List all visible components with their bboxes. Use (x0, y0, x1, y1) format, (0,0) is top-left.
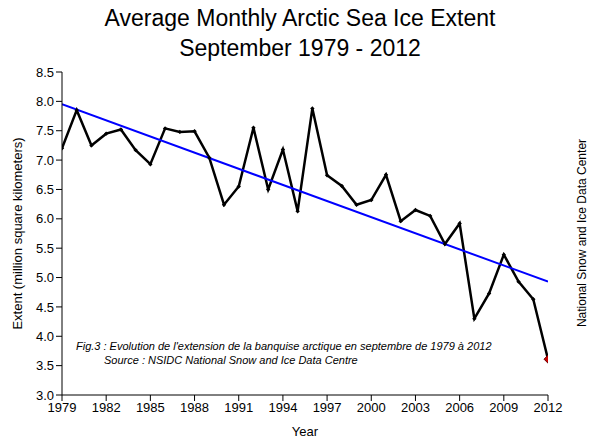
svg-text:2009: 2009 (489, 400, 518, 415)
svg-text:7.0: 7.0 (36, 153, 54, 168)
html-text:Year: Year (291, 424, 319, 439)
svg-text:8.0: 8.0 (36, 94, 54, 109)
html-text:Fig.3 : Evolution de l'extensi: Fig.3 : Evolution de l'extension de la b… (76, 340, 492, 352)
svg-text:2003: 2003 (401, 400, 430, 415)
svg-text:1982: 1982 (92, 400, 121, 415)
html-text:Extent (million square kilomet: Extent (million square kilometers) (9, 137, 25, 330)
svg-text:5.5: 5.5 (36, 241, 54, 256)
svg-text:1979: 1979 (47, 400, 77, 416)
svg-text:2000: 2000 (357, 400, 386, 415)
svg-text:3.5: 3.5 (36, 358, 54, 373)
svg-text:2012: 2012 (534, 400, 563, 415)
svg-text:5.0: 5.0 (36, 270, 54, 285)
svg-text:7.5: 7.5 (36, 123, 54, 138)
svg-text:6.5: 6.5 (36, 182, 54, 197)
svg-text:8.5: 8.5 (36, 65, 54, 80)
html-text:Source : NSIDC National Snow a: Source : NSIDC National Snow and Ice Dat… (104, 354, 358, 366)
svg-text:4.0: 4.0 (36, 329, 54, 344)
svg-text:1988: 1988 (180, 400, 209, 415)
svg-text:1997: 1997 (313, 400, 342, 415)
svg-text:6.0: 6.0 (36, 211, 54, 226)
html-text:September 1979 - 2012: September 1979 - 2012 (179, 35, 421, 61)
html-text:National Snow and Ice Data Cen: National Snow and Ice Data Center (575, 139, 589, 328)
svg-text:3.0: 3.0 (36, 388, 54, 403)
svg-text:4.5: 4.5 (36, 300, 54, 315)
svg-text:1991: 1991 (224, 400, 253, 415)
svg-text:2006: 2006 (445, 400, 474, 415)
svg-text:1994: 1994 (268, 400, 297, 415)
svg-text:1985: 1985 (136, 400, 165, 415)
html-text:Average Monthly Arctic Sea Ice: Average Monthly Arctic Sea Ice Extent (104, 5, 496, 31)
